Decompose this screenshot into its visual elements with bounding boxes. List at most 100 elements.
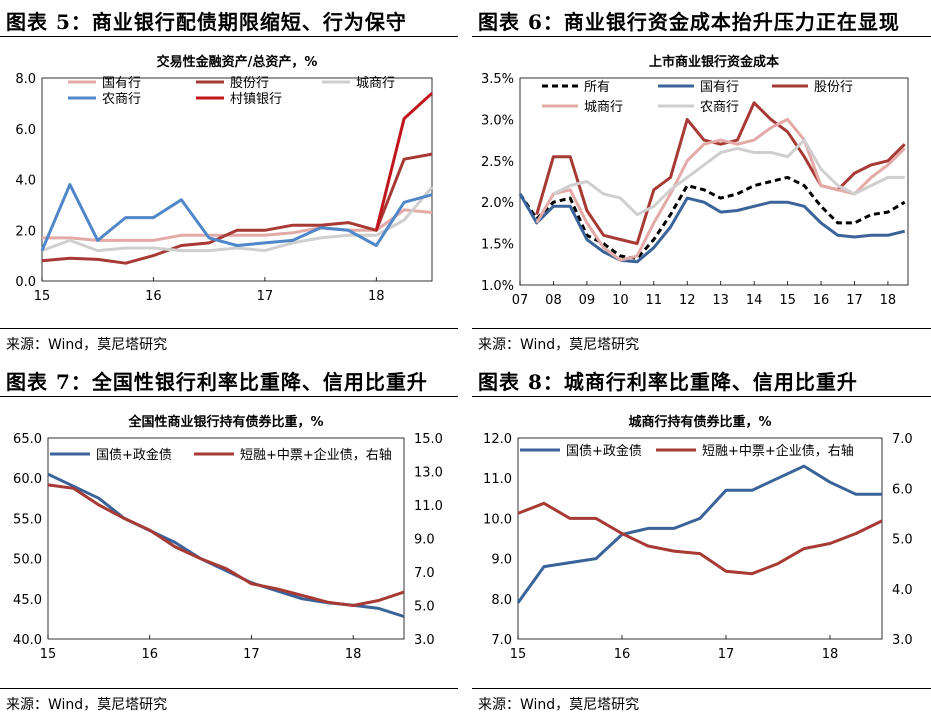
chart-title: 上市商业银行资金成本 [649, 54, 779, 70]
y2-tick-label: 3.0 [892, 633, 913, 648]
x-tick-label: 13 [712, 293, 729, 308]
x-tick-label: 18 [822, 647, 839, 662]
x-tick-label: 17 [718, 647, 735, 662]
y-tick-label: 8.0 [15, 72, 36, 87]
x-tick-label: 15 [34, 289, 51, 304]
x-tick-label: 15 [40, 647, 57, 662]
y-tick-label: 6.0 [15, 123, 36, 138]
series-line-1 [517, 501, 883, 576]
source-note-6: 来源：Wind，莫尼塔研究 [478, 337, 640, 353]
x-tick-label: 15 [510, 647, 527, 662]
chart-title: 全国性商业银行持有债券比重，% [127, 414, 323, 430]
x-tick-label: 08 [545, 293, 562, 308]
series-line-3 [535, 117, 906, 262]
y-tick-label: 9.0 [491, 553, 512, 568]
figure-title-7: 图表 7：全国性银行利率比重降、信用比重升 [6, 370, 428, 394]
y-tick-label: 11.0 [483, 472, 512, 487]
y-tick-label: 2.5% [481, 155, 514, 170]
legend-label-0: 所有 [584, 80, 610, 95]
legend-label-2: 股份行 [814, 80, 853, 95]
y-tick-label: 3.5% [481, 72, 514, 87]
y2-tick-label: 6.0 [892, 482, 913, 497]
figure-title-6: 图表 6：商业银行资金成本抬升压力正在显现 [478, 10, 900, 34]
legend-label-0: 国债+政金债 [96, 447, 172, 463]
x-tick-label: 17 [243, 647, 260, 662]
y-tick-label: 1.0% [481, 279, 514, 294]
source-rule-6 [472, 328, 931, 329]
legend-label-0: 国有行 [102, 76, 141, 91]
y-tick-label: 4.0 [15, 174, 36, 189]
source-note-8: 来源：Wind，莫尼塔研究 [478, 697, 640, 713]
y-tick-label: 12.0 [483, 432, 512, 447]
x-tick-label: 10 [612, 293, 629, 308]
y2-tick-label: 13.0 [414, 466, 443, 481]
y-tick-label: 60.0 [13, 472, 42, 487]
y-tick-label: 7.0 [491, 633, 512, 648]
y2-tick-label: 5.0 [414, 600, 435, 615]
figure-title-8: 图表 8：城商行利率比重降、信用比重升 [478, 370, 858, 394]
y-tick-label: 1.5% [481, 238, 514, 253]
legend-label-2: 城商行 [356, 76, 395, 91]
legend-label-1: 短融+中票+企业债，右轴 [702, 443, 854, 459]
series-line-0 [518, 175, 906, 260]
y2-tick-label: 5.0 [892, 533, 913, 548]
title-rule-6 [472, 36, 931, 37]
legend-label-1: 短融+中票+企业债，右轴 [240, 447, 392, 463]
series-line-0 [42, 208, 433, 242]
chart-title: 城商行持有债券比重，% [628, 414, 771, 430]
source-note-7: 来源：Wind，莫尼塔研究 [6, 697, 168, 713]
y2-tick-label: 15.0 [414, 432, 443, 447]
x-tick-label: 15 [779, 293, 796, 308]
x-tick-label: 16 [813, 293, 830, 308]
y-tick-label: 3.0% [481, 113, 514, 128]
series-line-1 [41, 152, 433, 265]
series-line-2 [41, 186, 434, 253]
chart-bank-trading-assets: 交易性金融资产/总资产，% 0.0 2.0 4.0 6.0 8.0 15 16 17 18 国有行 股… [15, 54, 434, 304]
chart-title: 交易性金融资产/总资产，% [157, 54, 318, 70]
legend-label-3: 城商行 [584, 100, 623, 115]
x-tick-label: 16 [145, 289, 162, 304]
legend-label-3: 农商行 [102, 92, 141, 107]
x-tick-label: 16 [141, 647, 158, 662]
x-tick-label: 17 [257, 289, 274, 304]
series-line-3 [40, 183, 433, 252]
source-rule-8 [472, 688, 931, 689]
x-tick-label: 16 [614, 647, 631, 662]
title-rule-8 [472, 396, 931, 397]
legend-label-1: 国有行 [700, 80, 739, 95]
source-note-5: 来源：Wind，莫尼塔研究 [6, 337, 168, 353]
source-rule-7 [0, 688, 458, 689]
y-tick-label: 8.0 [491, 593, 512, 608]
y2-tick-label: 9.0 [414, 533, 435, 548]
x-tick-label: 11 [646, 293, 663, 308]
y2-tick-label: 3.0 [414, 633, 435, 648]
y-tick-label: 2.0 [15, 224, 36, 239]
source-rule-5 [0, 328, 458, 329]
x-tick-label: 18 [880, 293, 897, 308]
chart-national-bank-bonds: 全国性商业银行持有债券比重，% 40.0 45.0 50.0 55.0 60.0 65.0 3… [13, 414, 443, 662]
y2-tick-label: 7.0 [892, 432, 913, 447]
y-tick-label: 0.0 [15, 275, 36, 290]
y2-tick-label: 11.0 [414, 499, 443, 514]
title-rule-5 [0, 36, 458, 37]
plot-frame [41, 77, 433, 282]
series-line-0 [47, 472, 405, 618]
plot-frame [517, 437, 883, 640]
x-tick-label: 07 [512, 293, 529, 308]
x-tick-label: 09 [579, 293, 596, 308]
series-line-0 [516, 464, 882, 604]
series-line-4 [552, 138, 905, 217]
y2-tick-label: 7.0 [414, 566, 435, 581]
legend-label-4: 村镇银行 [230, 92, 282, 107]
y-tick-label: 55.0 [13, 512, 42, 527]
x-tick-label: 18 [368, 289, 385, 304]
legend-label-0: 国债+政金债 [566, 443, 642, 459]
y-tick-label: 45.0 [13, 593, 42, 608]
x-tick-label: 12 [679, 293, 696, 308]
series-line-1 [518, 193, 906, 264]
plot-frame [519, 77, 909, 286]
series-line-2 [535, 101, 906, 246]
chart-city-bank-bonds: 城商行持有债券比重，% 7.0 8.0 9.0 10.0 11.0 12.0 3.0 4.0 5.… [483, 414, 913, 662]
y-tick-label: 2.0% [481, 196, 514, 211]
y-tick-label: 65.0 [13, 432, 42, 447]
